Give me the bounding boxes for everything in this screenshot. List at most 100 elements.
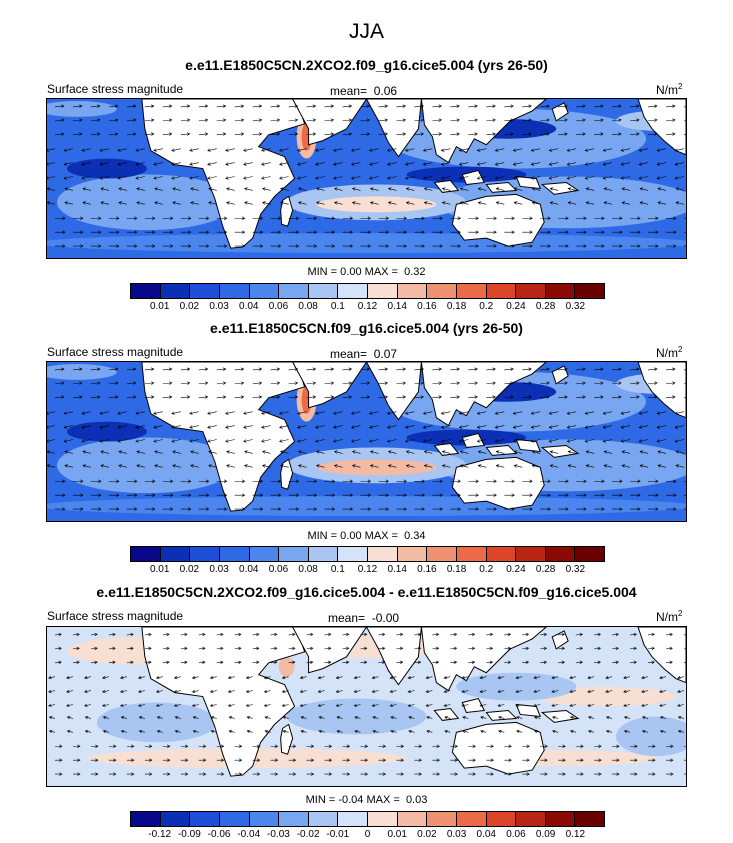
wind-vector-arrow [378,744,387,748]
wind-vector-arrow [342,216,354,220]
wind-vector-arrow [261,176,271,180]
wind-vector-arrow [441,464,451,468]
wind-vector-arrow [208,464,217,468]
colorbar-swatch [456,812,487,826]
wind-vector-arrow [476,162,487,166]
wind-vector-arrow [369,201,379,205]
arabia-landmass [292,362,368,409]
wind-vector-arrow [641,703,649,708]
wind-vector-arrow [666,744,674,748]
wind-vector-arrow [72,381,83,385]
wind-vector-arrow [137,689,145,694]
wind-vector-arrow [584,411,595,415]
wind-vector-arrow [656,411,667,415]
wind-vector-arrow [137,703,145,708]
wind-vector-arrow [369,187,379,191]
wind-vector-arrow [479,689,487,694]
wind-vector-arrow [450,758,458,762]
wind-vector-arrow [288,493,300,497]
wind-vector-arrow [280,201,289,205]
wind-vector-arrow [270,230,282,234]
wind-vector-arrow [623,703,631,708]
wind-vector-arrow [207,176,217,180]
colorbar-swatch [368,284,398,298]
southern-ocean-band [47,496,686,517]
wind-vector-arrow [522,493,533,497]
wind-vector-arrow [82,450,92,454]
africa-landmass [141,99,306,249]
wind-vector-arrow [648,367,658,371]
wind-vector-arrow [404,439,415,443]
wind-vector-arrow [522,244,533,248]
wind-vector-arrow [512,439,523,443]
season-title: JJA [348,20,384,43]
wind-vector-arrow [585,450,595,454]
wind-vector-arrow [335,703,343,708]
wind-vector-arrow [82,187,92,191]
colorbar-swatch [368,812,398,826]
wind-vector-arrow [641,715,649,720]
wind-vector-arrow [300,729,307,734]
wind-vector-arrow [120,715,127,720]
wind-vector-arrow [476,148,487,152]
wind-vector-arrow [234,646,242,651]
colorbar-swatch [131,284,161,298]
wind-vector-arrow [234,493,246,497]
wind-vector-arrow [558,646,566,651]
wind-vector-arrow [47,176,56,180]
wind-vector-arrow [108,104,119,108]
wind-vector-arrow [540,381,550,385]
wind-vector-arrow [512,176,523,180]
colorbar-swatch [516,547,546,561]
wind-vector-arrow [126,660,134,665]
wind-vector-arrow [234,367,245,371]
wind-vector-arrow [390,729,397,734]
wind-vector-arrow [603,201,613,205]
wind-vector-arrow [300,715,307,720]
wind-vector-arrow [666,216,677,220]
wind-vector-arrow [558,230,569,234]
wind-vector-arrow [504,104,514,108]
wind-vector-arrow [533,689,541,694]
colorbar-tick-label: 0.03 [209,564,229,575]
wind-vector-arrow [90,744,99,748]
wind-vector-arrow [450,104,460,108]
wind-vector-arrow [252,772,261,776]
wind-vector-arrow [638,176,649,180]
wind-vector-arrow [198,395,209,399]
wind-vector-arrow [90,132,101,136]
wind-vector-arrow [480,715,487,720]
wind-vector-arrow [270,216,282,220]
wind-vector-arrow [296,162,307,166]
asia-landmass [420,99,547,164]
wind-vector-arrow [299,703,307,708]
colorbar-tick-label: 0.1 [330,564,345,575]
wind-vector-arrow [90,118,101,122]
panel-2-title: e.e11.E1850C5CN.f09_g16.cice5.004 (yrs 2… [210,320,523,336]
wind-vector-arrow [389,675,397,680]
wind-vector-arrow [549,187,559,191]
panel-3-minmax: MIN = -0.04 MAX = 0.03 [305,794,428,806]
wind-vector-arrow [353,675,361,680]
wind-vector-arrow [477,464,487,468]
wind-vector-arrow [648,395,658,399]
panel-3-title: e.e11.E1850C5CN.2XCO2.f09_g16.cice5.004 … [96,584,637,600]
wind-vector-arrow [225,411,235,415]
wind-vector-arrow [72,132,83,136]
wind-vector-arrow [47,148,56,152]
wind-vector-arrow [126,646,134,651]
wind-vector-arrow [432,381,443,385]
wind-vector-arrow [54,216,66,220]
wind-vector-arrow [306,367,317,371]
asia-landmass [420,627,547,692]
wind-vector-arrow [198,367,209,371]
wind-vector-arrow [468,758,476,762]
wind-vector-arrow [386,148,397,152]
colorbar-tick-label: 0.28 [535,564,556,575]
wind-vector-arrow [522,646,530,651]
panel-3-map-svg [47,627,686,786]
wind-vector-arrow [576,104,586,108]
wind-vector-arrow [225,162,235,166]
wind-vector-arrow [360,632,368,637]
wind-vector-arrow [208,450,217,454]
